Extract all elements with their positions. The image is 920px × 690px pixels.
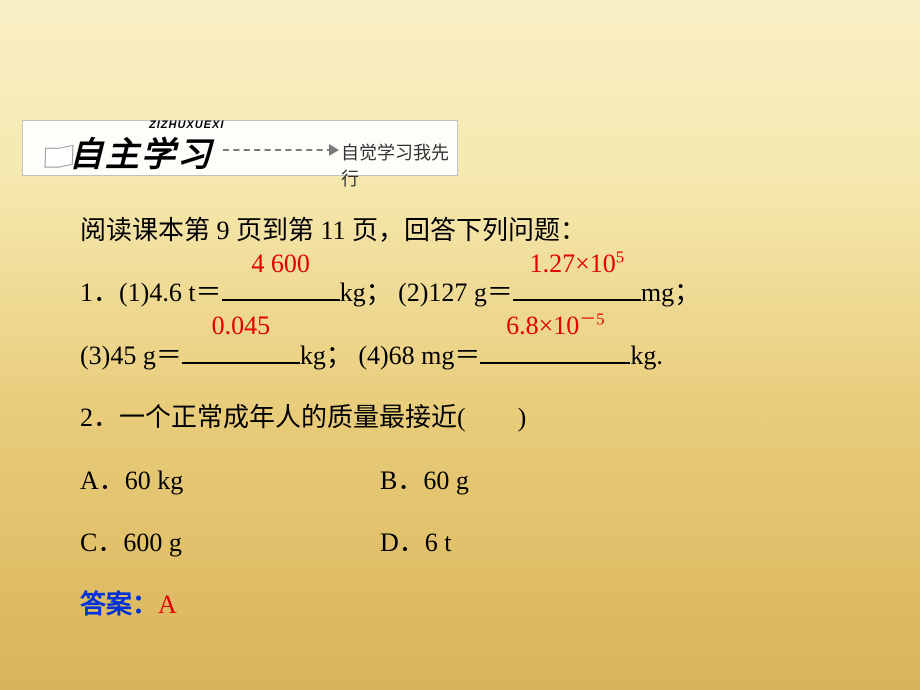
q1-part3-label: (3)45 g＝	[80, 341, 182, 370]
q1-answer1: 4 600	[222, 233, 340, 295]
q2-answer-line: 答案：A	[80, 574, 860, 636]
q2-option-c: C．600 g	[80, 512, 380, 574]
section-banner: ZIZHUXUEXI 自主学习 自觉学习我先行	[22, 120, 458, 176]
banner-arrow-head	[329, 144, 339, 156]
q1-part3-unit: kg；	[300, 341, 352, 370]
q1-prefix: 1．	[80, 278, 119, 307]
content-area: 阅读课本第 9 页到第 11 页，回答下列问题： 1．(1)4.6 t＝4 60…	[80, 200, 860, 637]
q2-stem: 2．一个正常成年人的质量最接近( )	[80, 387, 860, 449]
answer-label: 答案：	[80, 590, 158, 619]
q2-option-b: B．60 g	[380, 450, 469, 512]
q1-part4-label: (4)68 mg＝	[358, 341, 480, 370]
q1-answer4: 6.8×10－5	[480, 295, 630, 357]
q2-option-a: A．60 kg	[80, 450, 380, 512]
q1-part4-unit: kg.	[630, 341, 663, 370]
banner-subtitle: 自觉学习我先行	[341, 139, 457, 191]
q1-part2-unit: mg；	[641, 278, 700, 307]
q1-answer2: 1.27×105	[513, 233, 641, 295]
q2-option-d: D．6 t	[380, 512, 452, 574]
q1-part1-unit: kg；	[340, 278, 392, 307]
q1-answer3: 0.045	[182, 295, 300, 357]
q2-options-row2: C．600 g D．6 t	[80, 512, 860, 574]
q1-blank3: 0.045	[182, 362, 300, 364]
banner-arrow-line	[223, 149, 333, 151]
intro-line: 阅读课本第 9 页到第 11 页，回答下列问题：	[80, 200, 860, 262]
answer-value: A	[158, 590, 177, 619]
banner-title: 自主学习	[69, 127, 213, 176]
q1-line2: (3)45 g＝0.045kg； (4)68 mg＝6.8×10－5kg.	[80, 325, 860, 387]
q1-blank4: 6.8×10－5	[480, 362, 630, 364]
q2-options-row1: A．60 kg B．60 g	[80, 450, 860, 512]
